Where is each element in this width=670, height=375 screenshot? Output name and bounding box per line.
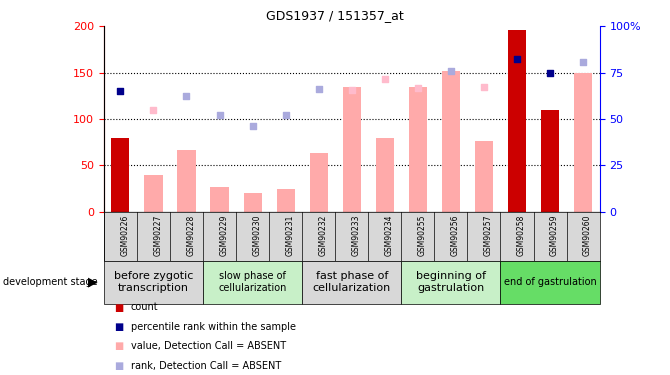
Bar xyxy=(508,30,526,212)
Bar xyxy=(574,73,592,212)
Bar xyxy=(144,175,163,212)
Text: GSM90233: GSM90233 xyxy=(352,214,360,256)
Text: percentile rank within the sample: percentile rank within the sample xyxy=(131,322,295,332)
Text: GSM90229: GSM90229 xyxy=(220,214,228,256)
Point xyxy=(379,76,390,82)
Point xyxy=(314,86,324,92)
Text: GSM90232: GSM90232 xyxy=(319,214,328,256)
Text: fast phase of
cellularization: fast phase of cellularization xyxy=(313,272,391,293)
Bar xyxy=(243,194,262,212)
Text: end of gastrulation: end of gastrulation xyxy=(504,277,596,287)
Text: GSM90260: GSM90260 xyxy=(583,214,592,256)
Point xyxy=(578,58,588,64)
Text: GSM90234: GSM90234 xyxy=(385,214,394,256)
Point xyxy=(512,56,523,62)
Point xyxy=(181,93,192,99)
Text: ■: ■ xyxy=(114,361,123,371)
Bar xyxy=(401,261,500,304)
Bar xyxy=(500,261,600,304)
Text: GSM90227: GSM90227 xyxy=(153,214,162,256)
Text: GSM90258: GSM90258 xyxy=(517,214,526,256)
Text: GSM90226: GSM90226 xyxy=(121,214,129,256)
Text: rank, Detection Call = ABSENT: rank, Detection Call = ABSENT xyxy=(131,361,281,371)
Text: GSM90255: GSM90255 xyxy=(418,214,427,256)
Point xyxy=(148,107,159,113)
Text: ■: ■ xyxy=(114,322,123,332)
Bar xyxy=(178,150,196,212)
Point xyxy=(346,87,357,93)
Point xyxy=(413,86,423,92)
Text: ■: ■ xyxy=(114,303,123,312)
Bar xyxy=(541,110,559,212)
Text: value, Detection Call = ABSENT: value, Detection Call = ABSENT xyxy=(131,342,286,351)
Text: GSM90256: GSM90256 xyxy=(451,214,460,256)
Text: GDS1937 / 151357_at: GDS1937 / 151357_at xyxy=(266,9,404,22)
Text: beginning of
gastrulation: beginning of gastrulation xyxy=(416,272,486,293)
Bar xyxy=(111,138,129,212)
Bar xyxy=(302,261,401,304)
Bar xyxy=(104,261,203,304)
Text: GSM90231: GSM90231 xyxy=(285,214,295,256)
Bar xyxy=(210,187,228,212)
Text: ■: ■ xyxy=(114,342,123,351)
Bar xyxy=(409,87,427,212)
Point xyxy=(115,88,126,94)
Bar xyxy=(342,87,361,212)
Bar xyxy=(310,153,328,212)
Text: ▶: ▶ xyxy=(88,276,97,289)
Text: before zygotic
transcription: before zygotic transcription xyxy=(114,272,193,293)
Text: development stage: development stage xyxy=(3,277,98,287)
Point xyxy=(247,123,258,129)
Text: GSM90257: GSM90257 xyxy=(484,214,493,256)
Point xyxy=(280,112,291,118)
Bar xyxy=(277,189,295,212)
Text: GSM90230: GSM90230 xyxy=(253,214,261,256)
Text: GSM90259: GSM90259 xyxy=(550,214,559,256)
Point xyxy=(545,70,555,76)
Text: slow phase of
cellularization: slow phase of cellularization xyxy=(218,272,287,293)
Text: GSM90228: GSM90228 xyxy=(186,214,196,256)
Bar xyxy=(376,138,394,212)
Bar xyxy=(442,71,460,212)
Point xyxy=(446,68,456,74)
Point xyxy=(478,84,489,90)
Bar xyxy=(203,261,302,304)
Text: count: count xyxy=(131,303,158,312)
Point xyxy=(214,112,225,118)
Bar xyxy=(475,141,493,212)
